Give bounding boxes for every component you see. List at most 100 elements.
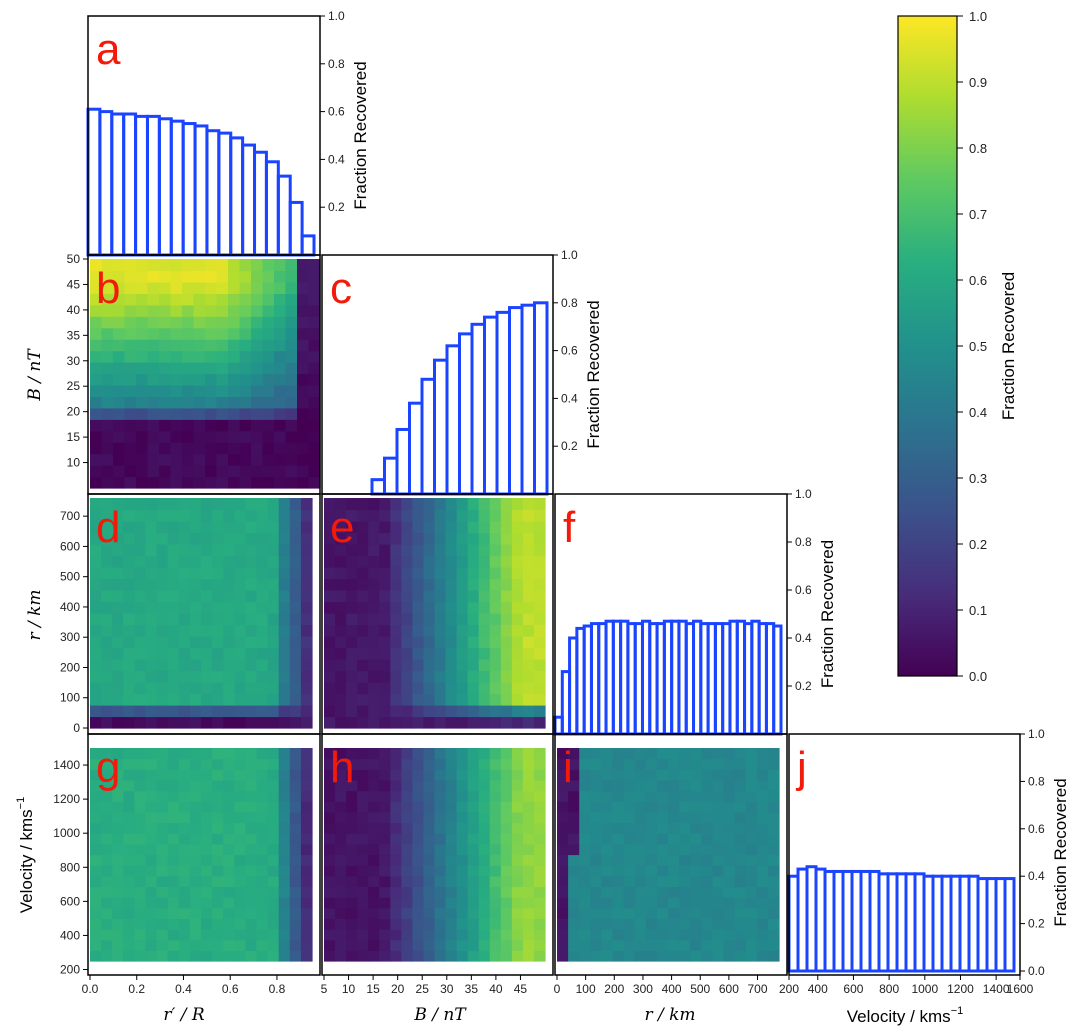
- heatmap-cell: [412, 950, 425, 962]
- panel-letter-i: i: [563, 743, 573, 792]
- colorbar-tick-label: 1.0: [969, 9, 987, 24]
- heatmap-cell: [223, 748, 235, 760]
- heatmap-cell: [205, 362, 218, 375]
- heatmap-cell: [679, 822, 691, 834]
- heatmap-cell: [159, 442, 172, 455]
- heatmap-cell: [379, 716, 391, 729]
- heatmap-cell: [390, 670, 402, 683]
- heatmap-cell: [223, 779, 235, 792]
- heatmap-cell: [634, 758, 647, 770]
- heatmap-cell: [522, 567, 535, 580]
- heatmap-cell: [297, 476, 310, 489]
- heatmap-cell: [90, 601, 102, 614]
- heatmap-cell: [134, 929, 147, 941]
- heatmap-cell: [308, 453, 321, 466]
- heatmap-cell: [368, 779, 380, 792]
- heatmap-cell: [101, 811, 113, 824]
- heatmap-cell: [289, 801, 302, 813]
- heatmap-cell: [216, 293, 229, 306]
- heatmap-cell: [557, 769, 569, 781]
- heatmap-cell: [216, 453, 229, 466]
- heatmap-cell: [324, 918, 336, 930]
- heatmap-cell: [379, 833, 391, 845]
- heatmap-cell: [401, 613, 413, 626]
- heatmap-cell: [234, 758, 246, 770]
- heatmap-cell: [445, 544, 458, 557]
- heatmap-cell: [300, 636, 313, 649]
- heatmap-cell: [756, 843, 769, 856]
- heatmap-cell: [489, 886, 502, 898]
- heatmap-cell: [390, 907, 402, 919]
- heatmap-cell: [590, 769, 602, 781]
- heatmap-cell: [324, 682, 336, 695]
- heatmap-cell: [401, 907, 413, 919]
- heatmap-cell: [500, 811, 513, 824]
- heatmap-cell: [478, 624, 491, 637]
- x-tick-label: 0.0: [82, 982, 99, 996]
- heatmap-cell: [159, 350, 172, 363]
- heatmap-cell: [245, 521, 258, 534]
- heatmap-cell: [379, 769, 391, 781]
- heatmap-cell: [456, 929, 469, 941]
- heatmap-cell: [522, 950, 535, 962]
- heatmap-cell: [701, 854, 713, 866]
- histogram-bar: [508, 306, 524, 496]
- heatmap-cell: [579, 801, 591, 813]
- heatmap-cell: [289, 670, 302, 683]
- heatmap-cell: [346, 886, 358, 898]
- heatmap-cell: [112, 590, 124, 603]
- heatmap-cell: [112, 532, 124, 545]
- heatmap-cell: [245, 590, 258, 603]
- y-tick-label: 800: [60, 860, 80, 874]
- heatmap-cell: [289, 779, 302, 792]
- heatmap-cell: [136, 430, 149, 443]
- heatmap-cell: [245, 682, 258, 695]
- heatmap-cell: [145, 544, 158, 557]
- heatmap-cell: [522, 544, 535, 557]
- heatmap-cell: [368, 670, 380, 683]
- heatmap-cell: [357, 918, 369, 930]
- heatmap-cell: [112, 498, 124, 511]
- heatmap-cell: [500, 567, 513, 580]
- heatmap-cell: [285, 384, 298, 397]
- heatmap-cell: [522, 811, 535, 824]
- heatmap-cell: [178, 811, 191, 824]
- x-tick-label: 20: [391, 982, 405, 996]
- heatmap-cell: [134, 544, 147, 557]
- heatmap-cell: [256, 918, 269, 930]
- heatmap-cell: [101, 259, 114, 272]
- heatmap-cell: [262, 362, 275, 375]
- heatmap-cell: [134, 670, 147, 683]
- heatmap-cell: [412, 811, 425, 824]
- heatmap-cell: [234, 624, 246, 637]
- heatmap-cell: [300, 907, 313, 919]
- heatmap-cell: [285, 407, 298, 420]
- heatmap-cell: [756, 790, 769, 802]
- heatmap-cell: [159, 270, 172, 283]
- heatmap-cell: [500, 907, 513, 919]
- heatmap-cell: [156, 659, 169, 672]
- heatmap-cell: [467, 758, 480, 770]
- heatmap-cell: [178, 790, 191, 802]
- heatmap-cell: [612, 790, 625, 802]
- heatmap-cell: [245, 555, 258, 568]
- heatmap-cell: [136, 373, 149, 386]
- heatmap-cell: [500, 509, 513, 522]
- heatmap-cell: [205, 453, 218, 466]
- heatmap-cell: [159, 453, 172, 466]
- heatmap-cell: [112, 670, 124, 683]
- heatmap-cell: [113, 430, 126, 443]
- heatmap-cell: [256, 613, 269, 626]
- heatmap-cell: [267, 659, 280, 672]
- heatmap-cell: [357, 567, 369, 580]
- heatmap-cell: [401, 544, 413, 557]
- heatmap-cell: [189, 843, 202, 856]
- heatmap-cell: [568, 758, 580, 770]
- heatmap-cell: [300, 498, 313, 511]
- heatmap-cell: [178, 624, 191, 637]
- heatmap-cell: [623, 801, 636, 813]
- heatmap-cell: [634, 822, 647, 834]
- heatmap-cell: [511, 875, 524, 888]
- heatmap-cell: [401, 950, 413, 962]
- heatmap-cell: [390, 886, 402, 898]
